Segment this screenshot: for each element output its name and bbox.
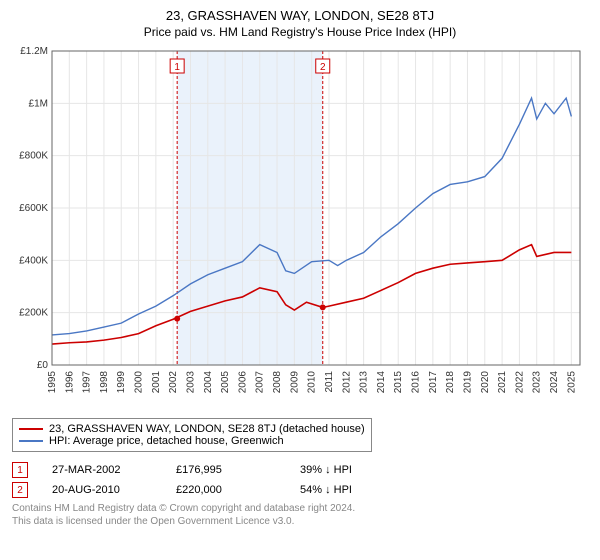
svg-text:1995: 1995 [47, 371, 58, 394]
svg-text:2002: 2002 [168, 371, 179, 394]
svg-text:2020: 2020 [480, 371, 491, 394]
svg-text:£400K: £400K [19, 255, 48, 266]
svg-text:2025: 2025 [566, 371, 577, 394]
svg-text:2024: 2024 [549, 371, 560, 394]
svg-text:2014: 2014 [376, 371, 387, 394]
svg-text:2: 2 [320, 62, 326, 73]
svg-text:2006: 2006 [237, 371, 248, 394]
svg-text:2005: 2005 [220, 371, 231, 394]
legend-label: HPI: Average price, detached house, Gree… [49, 435, 284, 447]
sale-marker: 1 [12, 462, 28, 478]
svg-text:£0: £0 [37, 360, 49, 371]
svg-text:2011: 2011 [324, 371, 335, 393]
svg-text:2009: 2009 [289, 371, 300, 394]
legend-item: HPI: Average price, detached house, Gree… [19, 435, 365, 447]
legend-item: 23, GRASSHAVEN WAY, LONDON, SE28 8TJ (de… [19, 423, 365, 435]
svg-text:2023: 2023 [532, 371, 543, 394]
sale-row: 1 27-MAR-2002 £176,995 39% ↓ HPI [12, 462, 588, 478]
svg-text:2013: 2013 [359, 371, 370, 394]
sale-row: 2 20-AUG-2010 £220,000 54% ↓ HPI [12, 482, 588, 498]
svg-text:1999: 1999 [116, 371, 127, 394]
page-title: 23, GRASSHAVEN WAY, LONDON, SE28 8TJ [8, 8, 592, 23]
svg-text:2022: 2022 [514, 371, 525, 394]
svg-text:2008: 2008 [272, 371, 283, 394]
svg-text:2003: 2003 [185, 371, 196, 394]
sale-marker: 2 [12, 482, 28, 498]
svg-text:2004: 2004 [203, 371, 214, 394]
svg-text:2007: 2007 [255, 371, 266, 394]
svg-text:1998: 1998 [99, 371, 110, 394]
svg-text:£600K: £600K [19, 203, 48, 214]
svg-text:1: 1 [174, 62, 180, 73]
svg-text:2001: 2001 [151, 371, 162, 394]
svg-text:1996: 1996 [64, 371, 75, 394]
svg-text:2010: 2010 [307, 371, 318, 394]
page-subtitle: Price paid vs. HM Land Registry's House … [8, 25, 592, 39]
sale-date: 20-AUG-2010 [52, 484, 152, 496]
svg-text:2018: 2018 [445, 371, 456, 394]
svg-text:2000: 2000 [134, 371, 145, 394]
footer-line2: This data is licensed under the Open Gov… [12, 515, 588, 528]
svg-text:£200K: £200K [19, 308, 48, 319]
svg-text:£1M: £1M [29, 98, 48, 109]
svg-text:2015: 2015 [393, 371, 404, 394]
sale-date: 27-MAR-2002 [52, 464, 152, 476]
legend-swatch [19, 440, 43, 442]
price-chart: £0 £200K £400K £600K £800K £1M £1.2M 1995 1996 19… [8, 45, 592, 410]
chart-svg: £0 £200K £400K £600K £800K £1M £1.2M 1995 1996 19… [8, 45, 588, 405]
svg-text:1997: 1997 [82, 371, 93, 394]
footer-line1: Contains HM Land Registry data © Crown c… [12, 502, 588, 515]
legend-swatch [19, 428, 43, 430]
sale-rows: 1 27-MAR-2002 £176,995 39% ↓ HPI 2 20-AUG-201… [12, 462, 588, 498]
sale-price: £220,000 [176, 484, 276, 496]
sale-delta: 54% ↓ HPI [300, 484, 400, 496]
legend-label: 23, GRASSHAVEN WAY, LONDON, SE28 8TJ (de… [49, 423, 365, 435]
svg-text:2019: 2019 [462, 371, 473, 394]
sale-delta: 39% ↓ HPI [300, 464, 400, 476]
svg-text:£800K: £800K [19, 151, 48, 162]
footer: Contains HM Land Registry data © Crown c… [12, 502, 588, 528]
svg-text:2021: 2021 [497, 371, 508, 394]
sale-price: £176,995 [176, 464, 276, 476]
svg-text:2017: 2017 [428, 371, 439, 394]
svg-text:2012: 2012 [341, 371, 352, 394]
svg-text:£1.2M: £1.2M [20, 46, 48, 57]
legend-box: 23, GRASSHAVEN WAY, LONDON, SE28 8TJ (de… [12, 418, 372, 452]
svg-text:2016: 2016 [411, 371, 422, 394]
